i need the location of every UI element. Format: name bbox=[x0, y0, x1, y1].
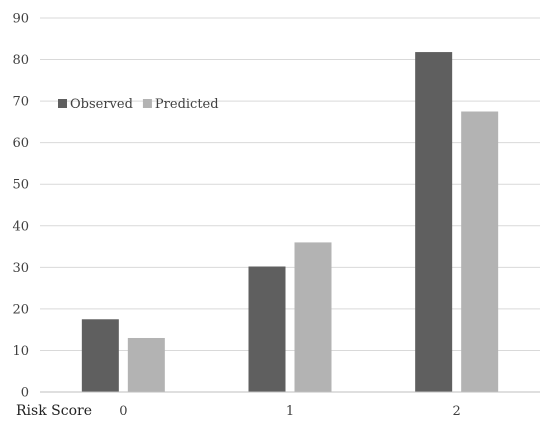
y-axis-ticks: 0 10 20 30 40 50 60 70 80 90 bbox=[12, 12, 29, 401]
y-tick-label: 70 bbox=[12, 95, 29, 110]
y-tick-label: 60 bbox=[12, 136, 29, 151]
bar-observed-0 bbox=[81, 319, 119, 392]
x-tick-label: 0 bbox=[119, 404, 127, 419]
bars bbox=[81, 52, 499, 392]
bar-observed-2 bbox=[415, 52, 453, 392]
x-axis-title: Risk Score bbox=[16, 403, 92, 419]
y-tick-label: 40 bbox=[12, 219, 29, 234]
legend: Observed Predicted bbox=[58, 97, 219, 112]
bar-predicted-2 bbox=[461, 111, 499, 392]
y-tick-label: 80 bbox=[12, 53, 29, 68]
legend-swatch-observed bbox=[58, 99, 67, 108]
y-tick-label: 10 bbox=[12, 344, 29, 359]
y-tick-label: 0 bbox=[21, 386, 29, 401]
x-axis-ticks: 0 1 2 bbox=[119, 404, 461, 419]
legend-label-predicted: Predicted bbox=[155, 97, 219, 112]
bar-observed-1 bbox=[248, 266, 286, 392]
legend-swatch-predicted bbox=[142, 99, 152, 108]
y-tick-label: 50 bbox=[12, 178, 29, 193]
y-tick-label: 90 bbox=[12, 12, 29, 27]
bar-predicted-0 bbox=[127, 337, 165, 392]
x-tick-label: 1 bbox=[286, 404, 294, 419]
bar-predicted-1 bbox=[294, 242, 332, 392]
y-tick-label: 20 bbox=[12, 302, 29, 317]
x-tick-label: 2 bbox=[453, 404, 461, 419]
y-tick-label: 30 bbox=[12, 261, 29, 276]
gridlines bbox=[40, 17, 540, 351]
legend-label-observed: Observed bbox=[70, 97, 133, 112]
